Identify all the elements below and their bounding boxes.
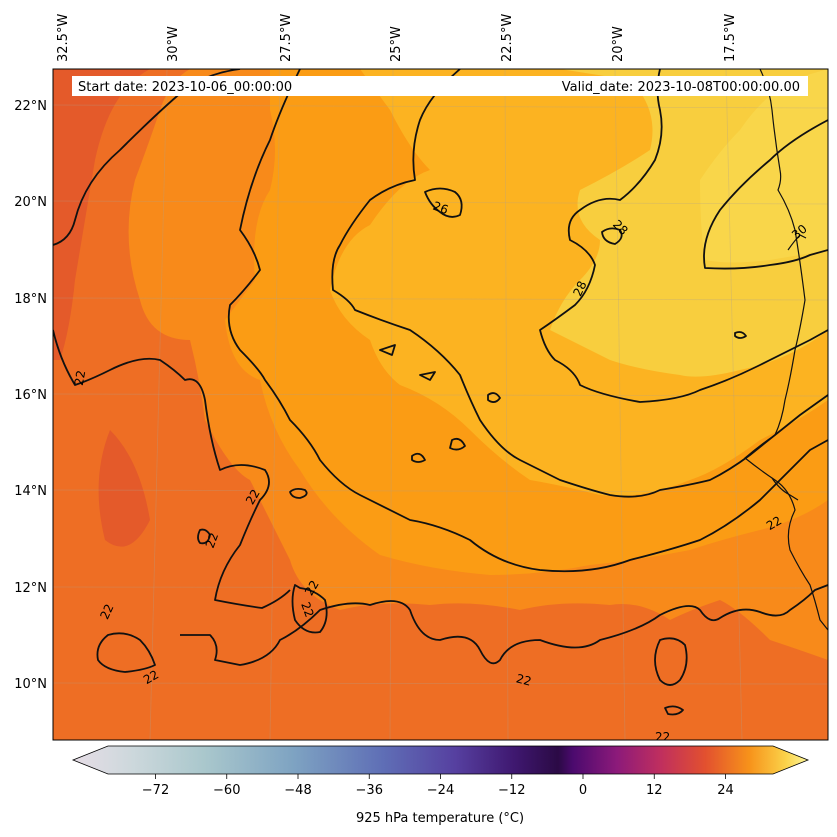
contour-label-22: 22 xyxy=(515,671,533,688)
colorbar-ticks: −72 −60 −48 −36 −24 −12 0 12 24 xyxy=(142,774,734,798)
colorbar-tick-label: −36 xyxy=(356,783,383,798)
isotherm-24-fragment-5 xyxy=(411,452,426,463)
isotherm-22-island-mid xyxy=(291,584,328,634)
latitude-axis: 22°N 20°N 18°N 16°N 14°N 12°N 10°N xyxy=(14,99,47,692)
coastline xyxy=(744,69,828,631)
start-date-label: Start date: 2023-10-06_00:00:00 xyxy=(78,80,292,95)
isotherm-22-small-1 xyxy=(289,487,308,499)
latitude-label: 18°N xyxy=(14,292,47,307)
isotherm-22-island-se xyxy=(654,637,688,686)
latitude-label: 10°N xyxy=(14,677,47,692)
contour-label-28: 28 xyxy=(570,279,589,299)
isotherm-24 xyxy=(227,69,828,573)
map-frame xyxy=(52,68,829,741)
date-info-box xyxy=(72,76,808,96)
longitude-label: 32.5°W xyxy=(56,14,71,62)
colorbar-tick-label: −60 xyxy=(213,783,240,798)
longitude-label: 25°W xyxy=(389,26,404,62)
isotherm-28-fragment xyxy=(734,331,747,339)
map-panel: 22 22 22 22 22 22 22 22 22 22 26 28 28 3… xyxy=(53,69,828,744)
isotherm-22-west xyxy=(53,329,291,609)
longitude-label: 27.5°W xyxy=(279,14,294,62)
isotherm-24-fragment-4 xyxy=(449,437,466,451)
isotherm-24-fragment-2 xyxy=(419,371,436,381)
contour-label-22: 22 xyxy=(243,487,263,507)
colorbar-tick-label: 0 xyxy=(579,783,587,798)
latitude-label: 14°N xyxy=(14,484,47,499)
graticule xyxy=(53,69,828,740)
colorbar-label: 925 hPa temperature (°C) xyxy=(356,811,524,826)
isotherm-30 xyxy=(703,119,828,270)
isotherm-22-island-sw xyxy=(96,632,156,673)
isotherm-24-fragment-1 xyxy=(379,344,396,356)
isotherm-26 xyxy=(331,69,828,498)
latitude-label: 12°N xyxy=(14,581,47,596)
contour-label-26: 26 xyxy=(431,199,450,217)
isotherm-22-small-2 xyxy=(197,528,211,545)
contour-label-22: 22 xyxy=(72,369,88,386)
colorbar: −72 −60 −48 −36 −24 −12 0 12 24 925 hPa temperat… xyxy=(71,745,810,826)
latitude-label: 22°N xyxy=(14,99,47,114)
isotherm-26-closed-north xyxy=(424,187,463,218)
temperature-field-20 xyxy=(53,69,150,547)
longitude-axis: 32.5°W 30°W 27.5°W 25°W 22.5°W 20°W 17.5… xyxy=(56,14,738,62)
longitude-label: 22.5°W xyxy=(500,14,515,62)
contour-label-22: 22 xyxy=(302,578,322,598)
contour-label-22: 22 xyxy=(764,513,784,533)
contour-label-22: 22 xyxy=(655,730,670,744)
contour-labels: 22 22 22 22 22 22 22 22 22 22 26 28 28 3… xyxy=(72,199,810,744)
isotherm-22-south xyxy=(180,584,828,666)
contour-label-22: 22 xyxy=(97,602,116,622)
latitude-label: 20°N xyxy=(14,195,47,210)
isotherm-22-small-3 xyxy=(664,705,684,716)
isotherm-28-closed xyxy=(601,227,623,245)
colorbar-tick-label: −24 xyxy=(427,783,454,798)
colorbar-tick-label: −48 xyxy=(284,783,311,798)
colorbar-bar xyxy=(71,745,810,775)
longitude-label: 17.5°W xyxy=(723,14,738,62)
colorbar-tick-label: −72 xyxy=(142,783,169,798)
colorbar-tick-label: −12 xyxy=(498,783,525,798)
longitude-label: 20°W xyxy=(611,26,626,62)
contour-label-22: 22 xyxy=(298,600,316,619)
isotherm-24-fragment-3 xyxy=(487,392,501,403)
isotherm-28 xyxy=(539,69,828,403)
colorbar-tick-label: 24 xyxy=(717,783,734,798)
latitude-label: 16°N xyxy=(14,388,47,403)
contour-label-22: 22 xyxy=(203,531,221,550)
colorbar-tick-label: 12 xyxy=(646,783,663,798)
longitude-label: 30°W xyxy=(166,26,181,62)
isotherm-lines xyxy=(53,69,828,716)
valid-date-label: Valid_date: 2023-10-08T00:00:00.00 xyxy=(562,80,800,95)
contour-label-22: 22 xyxy=(141,667,161,687)
